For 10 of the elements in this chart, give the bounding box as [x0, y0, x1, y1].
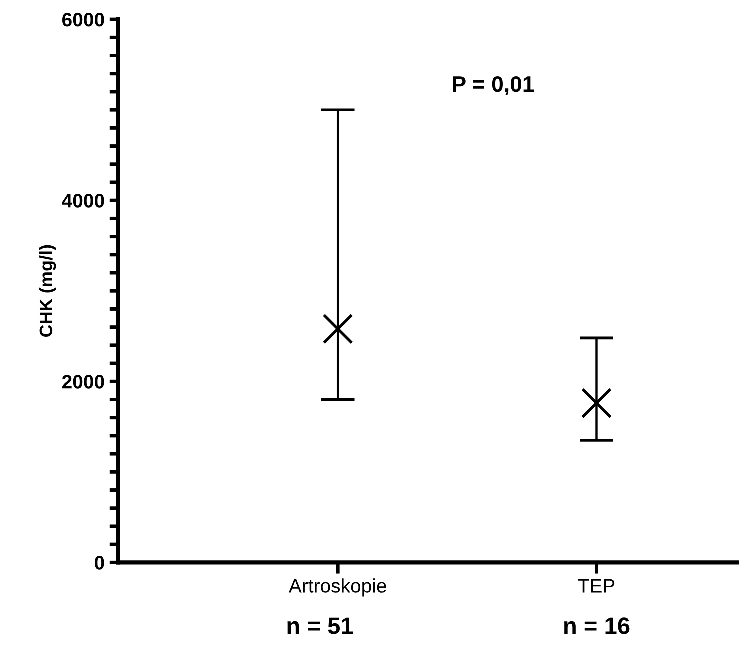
x-tick-label: TEP: [578, 579, 615, 593]
y-axis-title: CHK (mg/l): [39, 245, 56, 338]
y-tick-label: 6000: [62, 13, 104, 27]
y-tick-label: 0: [95, 556, 104, 570]
text: n = 51: [288, 618, 354, 634]
annotation: P = 0,01: [453, 76, 534, 96]
x-tick-label: Artroskopie: [288, 578, 386, 597]
y-tick-label: 2000: [62, 375, 104, 389]
y-tick-label: 4000: [62, 194, 104, 208]
text: n = 16: [564, 618, 630, 634]
